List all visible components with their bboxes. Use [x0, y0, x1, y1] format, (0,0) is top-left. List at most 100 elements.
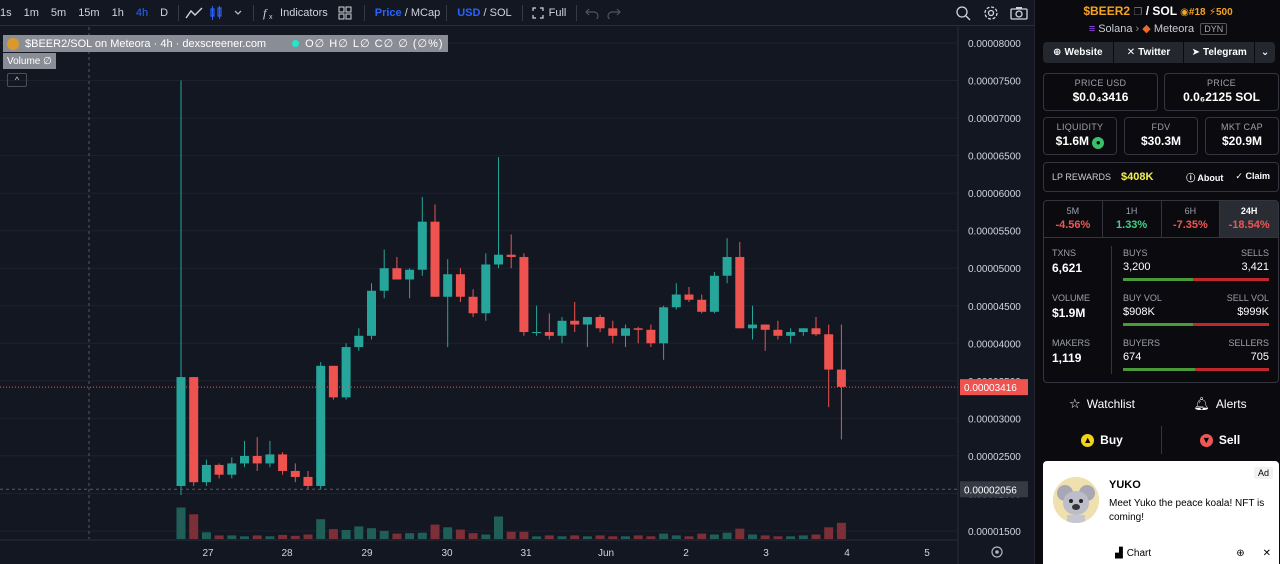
alerts-button[interactable]: 🔔︎ Alerts	[1161, 392, 1279, 416]
candle-body[interactable]	[608, 328, 618, 336]
candle-body[interactable]	[570, 320, 580, 325]
timeframe-1m[interactable]: 1m	[23, 6, 39, 19]
candle-body[interactable]	[544, 332, 554, 336]
full-button[interactable]: Full	[548, 6, 567, 19]
candle-body[interactable]	[824, 334, 834, 370]
timeframe-15m[interactable]: 15m	[78, 6, 100, 19]
timeframe-1h[interactable]: 1h	[111, 6, 124, 19]
candle-body[interactable]	[659, 307, 669, 344]
candle-body[interactable]	[176, 377, 186, 486]
candle-body[interactable]	[367, 290, 376, 336]
line-chart-icon[interactable]	[183, 2, 205, 24]
candle-body[interactable]	[671, 294, 681, 308]
price-chart[interactable]: 0.00008000 0.00007500 0.00007000 0.00006500…	[0, 27, 1034, 564]
quick-search-icon[interactable]	[952, 2, 974, 24]
candle-body[interactable]	[697, 299, 707, 312]
candle-body[interactable]	[760, 324, 770, 330]
candle-body[interactable]	[405, 269, 415, 280]
candle-body[interactable]	[227, 463, 237, 475]
candle-body[interactable]	[621, 328, 630, 336]
candle-body[interactable]	[735, 256, 745, 329]
candle-body[interactable]	[494, 254, 503, 265]
indicators-button[interactable]: Indicators	[280, 6, 328, 19]
candle-body[interactable]	[786, 332, 796, 336]
timeframe-change-5m[interactable]: 5M -4.56%	[1044, 201, 1103, 237]
candle-body[interactable]	[214, 464, 224, 475]
settings-gear-icon[interactable]	[980, 2, 1002, 24]
candle-body[interactable]	[722, 256, 732, 276]
telegram-button[interactable]: ➤ Telegram	[1184, 42, 1256, 63]
collapse-legend-button[interactable]: ^	[7, 73, 27, 87]
timeframe-4h[interactable]: 4h	[135, 6, 149, 19]
website-button[interactable]: ⊕ Website	[1043, 42, 1114, 63]
claim-button[interactable]: ✓ Claim	[1235, 171, 1270, 184]
candle-body[interactable]	[468, 296, 478, 314]
sell-button[interactable]: ▼ Sell	[1161, 428, 1279, 452]
candle-body[interactable]	[303, 476, 313, 486]
ad-chart-link[interactable]: ▟ Chart	[1115, 548, 1151, 559]
currency-toggle[interactable]: USD / SOL	[451, 7, 517, 19]
x-icon[interactable]: ✕	[1262, 547, 1271, 559]
timeframe-d[interactable]: D	[160, 6, 169, 19]
candle-body[interactable]	[189, 377, 199, 483]
candle-body[interactable]	[455, 274, 465, 297]
candle-body[interactable]	[392, 268, 402, 280]
candle-body[interactable]	[532, 332, 542, 334]
candle-body[interactable]	[633, 328, 643, 330]
candle-body[interactable]	[519, 256, 529, 333]
more-links-button[interactable]: ⌄	[1255, 42, 1275, 63]
candle-body[interactable]	[773, 329, 783, 336]
dex-name[interactable]: Meteora	[1153, 23, 1195, 35]
candle-body[interactable]	[201, 464, 211, 483]
candle-body[interactable]	[316, 365, 326, 486]
watchlist-button[interactable]: ☆ Watchlist	[1043, 392, 1161, 416]
axis-settings-icon[interactable]	[991, 546, 1003, 558]
candle-body[interactable]	[290, 470, 300, 477]
timeframe-change-24h[interactable]: 24H -18.54%	[1220, 201, 1278, 237]
candle-body[interactable]	[748, 324, 757, 329]
buy-button[interactable]: ▲ Buy	[1043, 428, 1161, 452]
candle-body[interactable]	[709, 275, 719, 312]
globe-icon[interactable]: ⊕	[1236, 547, 1245, 559]
candle-body[interactable]	[430, 221, 440, 297]
candle-body[interactable]	[506, 254, 516, 257]
boost-badge[interactable]: ⚡500	[1209, 7, 1233, 18]
fullscreen-icon[interactable]	[527, 2, 549, 24]
candle-body[interactable]	[328, 365, 338, 398]
candle-body[interactable]	[836, 369, 846, 387]
candle-body[interactable]	[684, 294, 694, 300]
mcap-label[interactable]: MCap	[410, 6, 441, 19]
candle-body[interactable]	[417, 221, 427, 270]
candle-body[interactable]	[811, 328, 821, 335]
timeframe-5m[interactable]: 5m	[50, 6, 67, 19]
candle-body[interactable]	[252, 455, 262, 464]
candle-body[interactable]	[278, 454, 288, 471]
candle-body[interactable]	[646, 329, 656, 344]
sol-label[interactable]: SOL	[489, 6, 512, 19]
timeframe-1s[interactable]: 1s	[0, 6, 12, 19]
undo-icon[interactable]	[581, 2, 603, 24]
lock-icon[interactable]: ●	[1092, 137, 1105, 149]
candle-body[interactable]	[265, 454, 275, 464]
candle-body[interactable]	[443, 274, 453, 297]
ad-card[interactable]: Ad YUKO Meet Yuko the peace koala! NFT i…	[1043, 461, 1279, 564]
candle-body[interactable]	[557, 320, 567, 336]
price-toggle[interactable]: Price / MCap	[369, 7, 442, 19]
redo-icon[interactable]	[603, 2, 625, 24]
layout-grid-icon[interactable]	[334, 2, 356, 24]
camera-icon[interactable]	[1008, 2, 1030, 24]
candle-body[interactable]	[582, 317, 592, 325]
candlestick-chart[interactable]: 0.00008000 0.00007500 0.00007000 0.00006500…	[0, 27, 1034, 564]
timeframe-change-6h[interactable]: 6H -7.35%	[1162, 201, 1221, 237]
chevron-down-icon[interactable]	[227, 2, 249, 24]
trending-rank[interactable]: ◉#18	[1180, 7, 1205, 18]
candles-icon[interactable]	[205, 2, 227, 24]
candle-body[interactable]	[341, 347, 351, 398]
candle-body[interactable]	[354, 335, 364, 348]
candle-body[interactable]	[481, 264, 491, 314]
candle-body[interactable]	[595, 317, 605, 329]
chain-name[interactable]: Solana	[1098, 23, 1133, 35]
candle-body[interactable]	[379, 268, 389, 291]
about-button[interactable]: ⓘ About	[1186, 171, 1223, 184]
